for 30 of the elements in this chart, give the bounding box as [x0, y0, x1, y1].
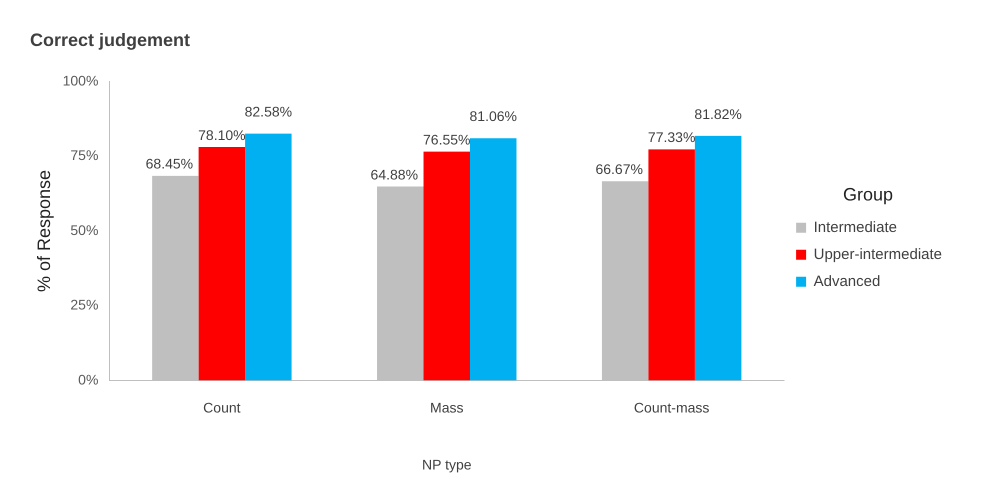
bar [198, 147, 246, 380]
x-tick-label: Count-mass [634, 400, 710, 416]
y-axis-title: % of Response [34, 170, 54, 292]
data-label: 68.45% [146, 156, 194, 172]
bar [424, 152, 470, 380]
data-label: 66.67% [595, 161, 643, 178]
data-label: 78.10% [198, 126, 246, 143]
data-label: 81.82% [694, 106, 742, 122]
y-tick-label: 50% [70, 222, 98, 238]
bar [648, 149, 695, 380]
x-tick-label: Count [203, 400, 241, 416]
legend-title: Group [843, 184, 894, 205]
data-label: 77.33% [648, 129, 696, 146]
bar [245, 134, 292, 380]
y-tick-label: 0% [78, 371, 98, 388]
bar [470, 138, 516, 380]
y-tick-label: 100% [62, 72, 98, 88]
data-label: 81.06% [469, 108, 517, 124]
legend-label: Advanced [814, 272, 880, 290]
bar [694, 136, 742, 380]
y-tick-label: 75% [70, 147, 98, 164]
data-label: 82.58% [244, 104, 292, 120]
chart-title: Correct judgement [30, 30, 190, 50]
x-axis-title: NP type [422, 456, 472, 472]
x-tick-label: Mass [430, 400, 464, 416]
legend-label: Intermediate [814, 218, 897, 236]
data-label: 64.88% [370, 166, 418, 182]
legend-label: Upper-intermediate [814, 246, 942, 263]
y-tick-label: 25% [70, 296, 98, 313]
data-label: 76.55% [423, 132, 470, 148]
